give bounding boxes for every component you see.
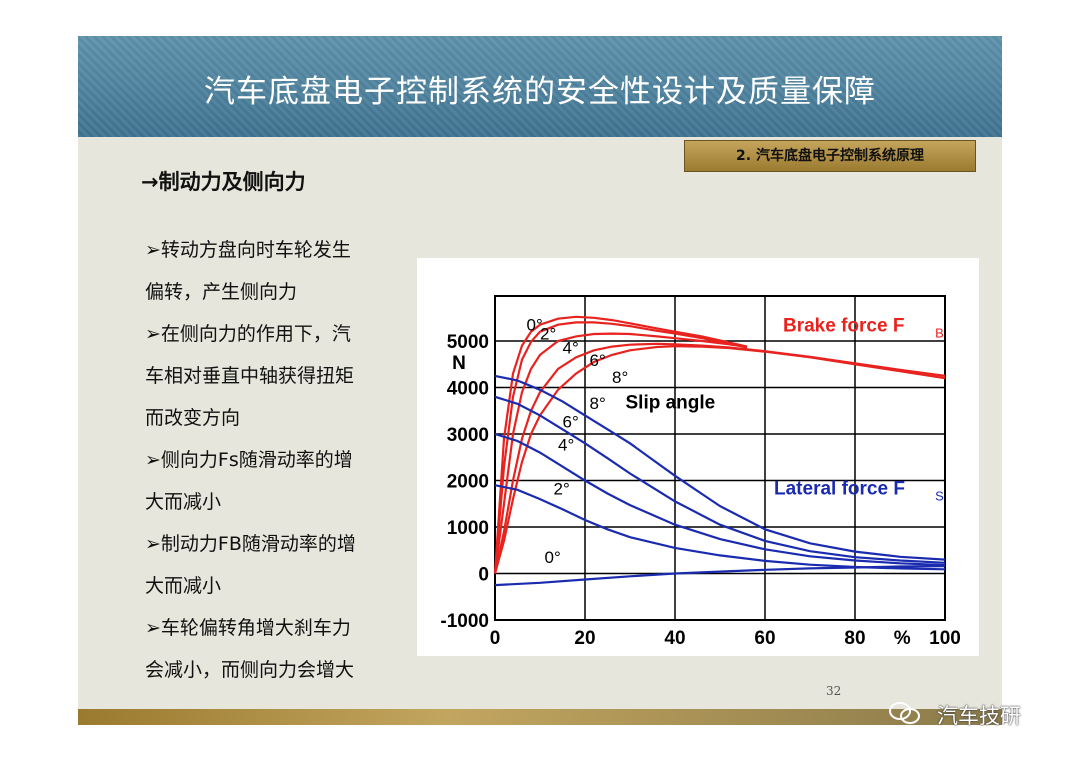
bullet-line: 而改变方向 xyxy=(145,407,241,429)
x-tick-label: 0 xyxy=(490,628,501,649)
watermark-text: 汽车技研 xyxy=(937,704,1021,728)
chart-grid xyxy=(494,295,946,621)
bullet-line: ➢侧向力Fs随滑动率的增 xyxy=(145,449,353,471)
chart-series xyxy=(493,315,946,587)
brake-force-curve xyxy=(493,315,748,574)
lateral-force-curve xyxy=(494,432,946,567)
curve-angle-label: 8° xyxy=(612,368,628,387)
brake-force-label: Brake force F xyxy=(783,316,904,337)
section-heading: →制动力及侧向力 xyxy=(141,170,306,194)
bullet-line: 大而减小 xyxy=(145,575,222,597)
x-tick-label: 60 xyxy=(754,628,775,649)
lateral-force-curve xyxy=(494,395,946,564)
footer-bar xyxy=(78,709,1002,725)
chart-labels: Brake force F B Lateral force F S Slip angle… xyxy=(527,315,945,567)
x-tick-label: 80 xyxy=(844,628,865,649)
curve-angle-label: 6° xyxy=(563,412,579,431)
y-axis-label: N xyxy=(452,353,466,374)
y-tick-label: 2000 xyxy=(447,472,489,493)
lateral-force-curve xyxy=(494,484,946,571)
curve-angle-label: 4° xyxy=(558,436,574,455)
curve-angle-label: 6° xyxy=(590,351,606,370)
title-bar: 汽车底盘电子控制系统的安全性设计及质量保障 xyxy=(78,36,1002,137)
bullet-line: 会减小，而侧向力会增大 xyxy=(145,659,355,681)
y-tick-label: 1000 xyxy=(447,518,489,539)
slip-angle-label: Slip angle xyxy=(626,392,716,413)
bullet-list: ➢转动方盘向时车轮发生 偏转，产生侧向力 ➢在侧向力的作用下，汽 车相对垂直中轴… xyxy=(145,229,415,691)
brake-force-curve xyxy=(493,344,946,574)
y-tick-label: -1000 xyxy=(440,611,489,632)
curve-angle-label: 2° xyxy=(554,479,570,498)
plot-frame xyxy=(494,295,946,621)
section-tag: 2. 汽车底盘电子控制系统原理 xyxy=(684,140,976,172)
x-tick-label: 40 xyxy=(664,628,685,649)
bullet-line: 大而减小 xyxy=(145,491,222,513)
curve-angle-label: 2° xyxy=(540,325,556,344)
brake-force-curve xyxy=(493,321,748,574)
curve-angle-label: 0° xyxy=(545,548,561,567)
chart-panel: 5000 4000 3000 2000 1000 0 -1000 0 20 40 60 80 100% N… xyxy=(417,258,979,656)
bullet-line: ➢转动方盘向时车轮发生 xyxy=(145,239,351,261)
curve-angle-label: 4° xyxy=(563,339,579,358)
x-unit-label: % xyxy=(894,628,911,649)
wechat-icon xyxy=(889,702,920,724)
x-tick-label: 100 xyxy=(929,628,961,649)
y-tick-label: 3000 xyxy=(447,425,489,446)
lateral-force-curve xyxy=(494,565,946,587)
x-tick-label: 20 xyxy=(574,628,595,649)
y-tick-label: 0 xyxy=(478,565,489,586)
lateral-force-curve xyxy=(494,374,946,561)
bullet-line: ➢制动力FB随滑动率的增 xyxy=(145,533,356,555)
slide: 汽车底盘电子控制系统的安全性设计及质量保障 2. 汽车底盘电子控制系统原理 →制… xyxy=(78,36,1002,725)
brake-force-subscript: B xyxy=(935,326,944,341)
brake-force-curve xyxy=(493,332,748,574)
lateral-force-subscript: S xyxy=(935,488,944,503)
y-tick-label: 4000 xyxy=(447,379,489,400)
curve-angle-label: 0° xyxy=(527,315,543,334)
y-tick-label: 5000 xyxy=(447,332,489,353)
curve-angle-label: 8° xyxy=(590,394,606,413)
page-number: 32 xyxy=(826,684,842,698)
slide-title: 汽车底盘电子控制系统的安全性设计及质量保障 xyxy=(204,74,876,110)
bullet-line: 车相对垂直中轴获得扭矩 xyxy=(145,365,355,387)
bullet-line: 偏转，产生侧向力 xyxy=(145,281,298,303)
lateral-force-label: Lateral force F xyxy=(774,478,905,499)
bullet-line: ➢在侧向力的作用下，汽 xyxy=(145,323,351,345)
bullet-line: ➢车轮偏转角增大刹车力 xyxy=(145,617,351,639)
